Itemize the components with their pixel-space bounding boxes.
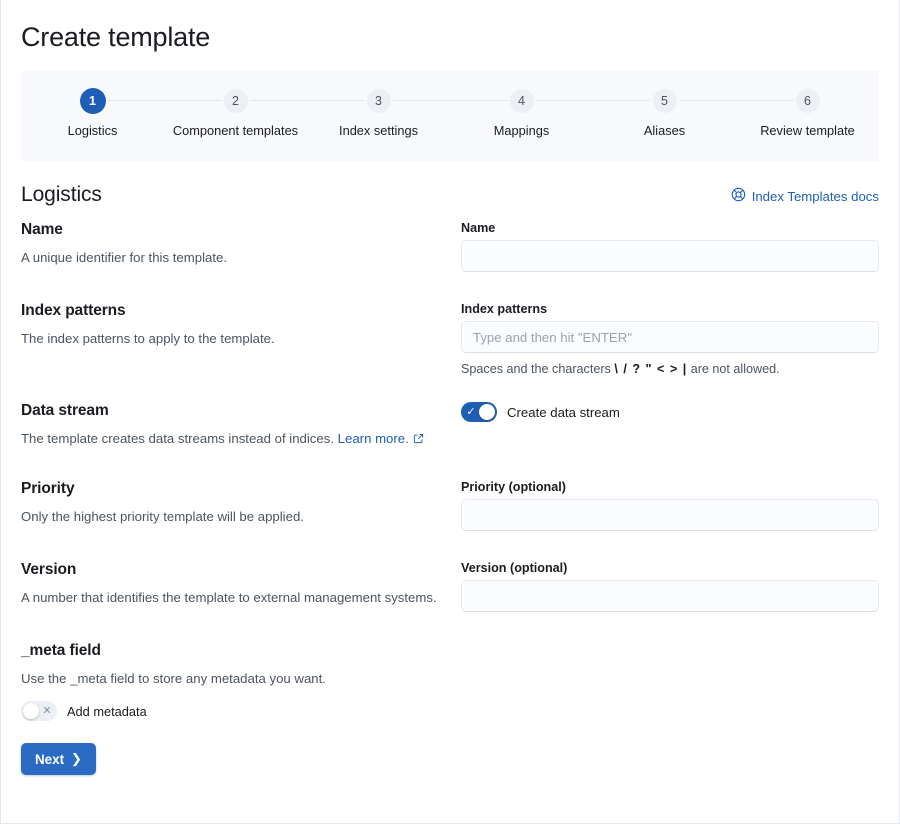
name-field-column: Name (461, 221, 879, 272)
lifebuoy-icon (731, 187, 746, 205)
priority-heading: Priority (21, 480, 75, 497)
priority-description-column: Priority Only the highest priority templ… (21, 480, 461, 527)
step-number: 2 (223, 89, 248, 113)
step-aliases[interactable]: 5 Aliases (593, 89, 736, 140)
step-label: Logistics (67, 123, 118, 138)
index-patterns-input[interactable] (461, 321, 879, 353)
version-input-label: Version (optional) (461, 561, 568, 575)
data-stream-learn-more-link[interactable]: Learn more. (338, 431, 409, 446)
add-metadata-label: Add metadata (67, 703, 147, 719)
step-number: 3 (366, 89, 391, 113)
name-input[interactable] (461, 240, 879, 272)
priority-field-column: Priority (optional) (461, 480, 879, 531)
index-patterns-field-column: Index patterns Spaces and the characters… (461, 302, 879, 378)
step-connector (249, 100, 307, 101)
docs-link-label: Index Templates docs (751, 188, 879, 204)
external-link-icon (413, 430, 424, 450)
help-disallowed-chars: \ / ? " < > | (614, 362, 688, 376)
form-row-name: Name A unique identifier for this templa… (21, 221, 879, 272)
meta-field-heading: _meta field (21, 642, 101, 659)
index-patterns-input-label: Index patterns (461, 302, 548, 316)
meta-field-description: Use the _meta field to store any metadat… (21, 671, 326, 686)
step-label: Review template (760, 123, 855, 138)
step-label: Aliases (643, 123, 686, 138)
step-connector (392, 100, 450, 101)
data-stream-description-column: Data stream The template creates data st… (21, 402, 461, 450)
help-prefix: Spaces and the characters (461, 362, 611, 376)
index-patterns-heading: Index patterns (21, 302, 126, 319)
name-description-column: Name A unique identifier for this templa… (21, 221, 461, 268)
data-stream-heading: Data stream (21, 402, 109, 419)
add-metadata-toggle[interactable]: ✕ (21, 701, 57, 721)
learn-more-label: Learn more. (337, 431, 409, 446)
index-patterns-help-text: Spaces and the characters \ / ? " < > | … (461, 360, 879, 378)
data-stream-description: The template creates data streams instea… (21, 429, 441, 450)
step-number: 4 (509, 89, 534, 113)
check-icon: ✓ (466, 406, 476, 418)
version-field-column: Version (optional) (461, 561, 879, 612)
form-row-index-patterns: Index patterns The index patterns to app… (21, 302, 879, 378)
data-stream-description-text: The template creates data streams instea… (21, 431, 334, 446)
step-number: 5 (652, 89, 677, 113)
index-patterns-description-column: Index patterns The index patterns to app… (21, 302, 461, 349)
index-templates-docs-link[interactable]: Index Templates docs (731, 187, 879, 207)
version-description-column: Version A number that identifies the tem… (21, 561, 461, 608)
section-header: Logistics Index Templates docs (21, 183, 879, 207)
step-connector (450, 100, 508, 101)
page-title: Create template (21, 22, 211, 52)
toggle-knob (479, 404, 495, 420)
help-suffix: are not allowed. (690, 362, 780, 376)
priority-description: Only the highest priority template will … (21, 509, 304, 524)
form-footer: Next ❯ (21, 743, 879, 775)
step-connector (678, 100, 736, 101)
step-connector (535, 100, 593, 101)
name-input-label: Name (461, 221, 496, 235)
version-input[interactable] (461, 580, 879, 612)
step-number: 6 (795, 89, 820, 113)
name-description: A unique identifier for this template. (21, 250, 227, 265)
form-row-version: Version A number that identifies the tem… (21, 561, 879, 612)
index-patterns-description: The index patterns to apply to the templ… (21, 331, 275, 346)
cross-icon: ✕ (42, 705, 52, 717)
add-metadata-row: ✕ Add metadata (21, 701, 441, 721)
next-button-label: Next (35, 751, 65, 767)
step-connector (307, 100, 365, 101)
meta-field-description-column: _meta field Use the _meta field to store… (21, 642, 461, 721)
step-connector (164, 100, 222, 101)
step-label: Mappings (493, 123, 550, 138)
step-connector (593, 100, 651, 101)
name-heading: Name (21, 221, 63, 238)
step-connector (736, 100, 794, 101)
step-index-settings[interactable]: 3 Index settings (307, 89, 450, 140)
step-label: Index settings (339, 123, 418, 138)
version-description: A number that identifies the template to… (21, 590, 437, 605)
step-logistics[interactable]: 1 Logistics (21, 89, 164, 140)
version-heading: Version (21, 561, 77, 578)
priority-input[interactable] (461, 499, 879, 531)
chevron-right-icon: ❯ (71, 751, 82, 766)
create-data-stream-label: Create data stream (507, 404, 620, 420)
create-data-stream-toggle[interactable]: ✓ (461, 402, 497, 422)
form-row-data-stream: Data stream The template creates data st… (21, 402, 879, 450)
step-number: 1 (80, 89, 105, 113)
step-connector (106, 100, 164, 101)
step-label: Component templates (172, 123, 299, 138)
logistics-form: Name A unique identifier for this templa… (21, 207, 879, 721)
step-review-template[interactable]: 6 Review template (736, 89, 879, 140)
toggle-knob (23, 703, 39, 719)
form-row-meta-field: _meta field Use the _meta field to store… (21, 642, 879, 721)
data-stream-field-column: ✓ Create data stream (461, 402, 879, 422)
next-button[interactable]: Next ❯ (21, 743, 96, 775)
section-title: Logistics (21, 183, 102, 206)
form-row-priority: Priority Only the highest priority templ… (21, 480, 879, 531)
step-component-templates[interactable]: 2 Component templates (164, 89, 307, 140)
priority-input-label: Priority (optional) (461, 480, 566, 494)
step-mappings[interactable]: 4 Mappings (450, 89, 593, 140)
create-data-stream-row: ✓ Create data stream (461, 402, 879, 422)
wizard-stepper: 1 Logistics 2 Component templates 3 Inde… (21, 71, 879, 161)
